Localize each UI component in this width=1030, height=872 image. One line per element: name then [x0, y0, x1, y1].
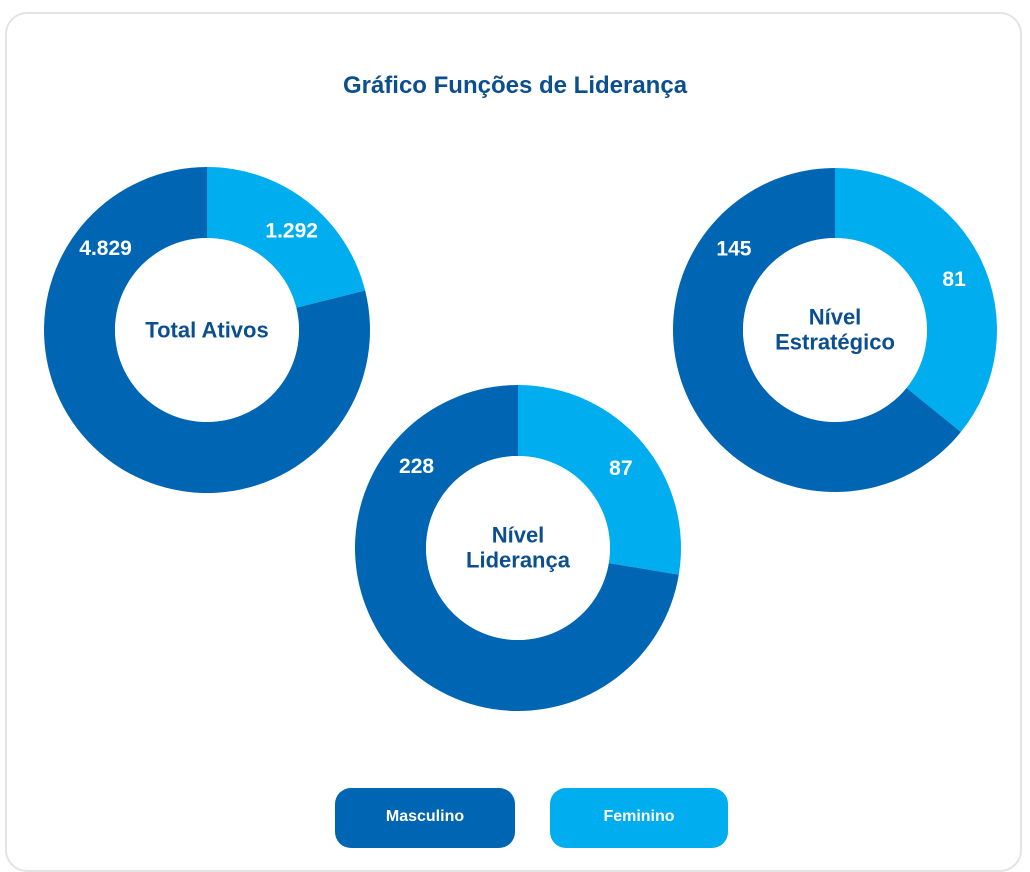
- legend-item: Feminino: [550, 788, 728, 848]
- chart-title: Gráfico Funções de Liderança: [342, 72, 688, 99]
- donut-segment: [673, 168, 961, 492]
- donut-segment: [207, 167, 366, 308]
- donut-hole: [115, 238, 299, 422]
- donut-segment: [835, 168, 998, 433]
- donut-hole: [426, 456, 610, 640]
- donut-hole: [743, 238, 927, 422]
- center-label: Total Ativos: [145, 317, 269, 343]
- value-label: 145: [716, 237, 751, 260]
- donut-segment: [43, 167, 370, 494]
- center-label: Nível Liderança: [466, 522, 570, 573]
- legend-item: Masculino: [335, 788, 515, 848]
- charts: 1.292 4.829 87 228 81 145: [43, 167, 998, 711]
- value-label: 228: [399, 455, 434, 478]
- donut-segment: [518, 385, 681, 575]
- value-label: 81: [942, 268, 966, 291]
- donut-segment: [355, 385, 679, 711]
- value-label: 1.292: [265, 220, 318, 243]
- value-label: 4.829: [79, 237, 132, 260]
- center-label: Nível Estratégico: [775, 304, 895, 355]
- value-label: 87: [609, 457, 632, 480]
